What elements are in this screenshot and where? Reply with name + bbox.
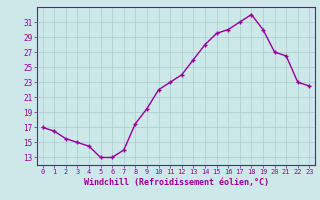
X-axis label: Windchill (Refroidissement éolien,°C): Windchill (Refroidissement éolien,°C)	[84, 178, 268, 187]
